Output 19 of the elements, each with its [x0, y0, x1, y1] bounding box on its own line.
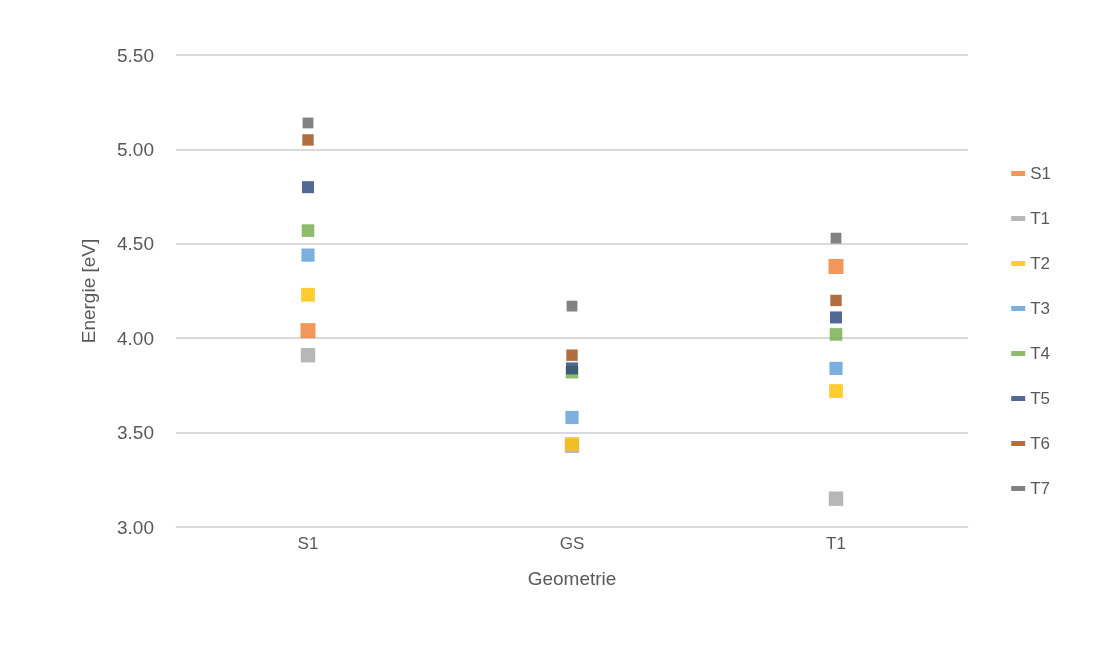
x-tick-label: GS: [559, 534, 585, 553]
y-tick-label: 5.50: [117, 44, 154, 66]
y-axis-title: Energie [eV]: [78, 238, 99, 344]
legend-label: T2: [1030, 254, 1051, 273]
y-tick-label: 5.00: [117, 138, 154, 160]
y-tick-label: 4.50: [117, 233, 154, 255]
legend-label: S1: [1030, 164, 1051, 183]
y-tick-label: 3.50: [117, 422, 154, 444]
legend-label: T6: [1030, 434, 1051, 453]
x-axis-title: Geometrie: [527, 568, 617, 589]
x-tick-label: T1: [826, 534, 846, 553]
legend-label: T1: [1030, 209, 1051, 228]
legend-label: T5: [1030, 389, 1051, 408]
legend-label: T3: [1030, 299, 1051, 318]
legend-label: T7: [1030, 479, 1051, 498]
legend-label: T4: [1030, 344, 1051, 363]
y-tick-label: 3.00: [117, 516, 154, 538]
x-tick-label: S1: [297, 534, 319, 553]
y-tick-label: 4.00: [117, 327, 154, 349]
